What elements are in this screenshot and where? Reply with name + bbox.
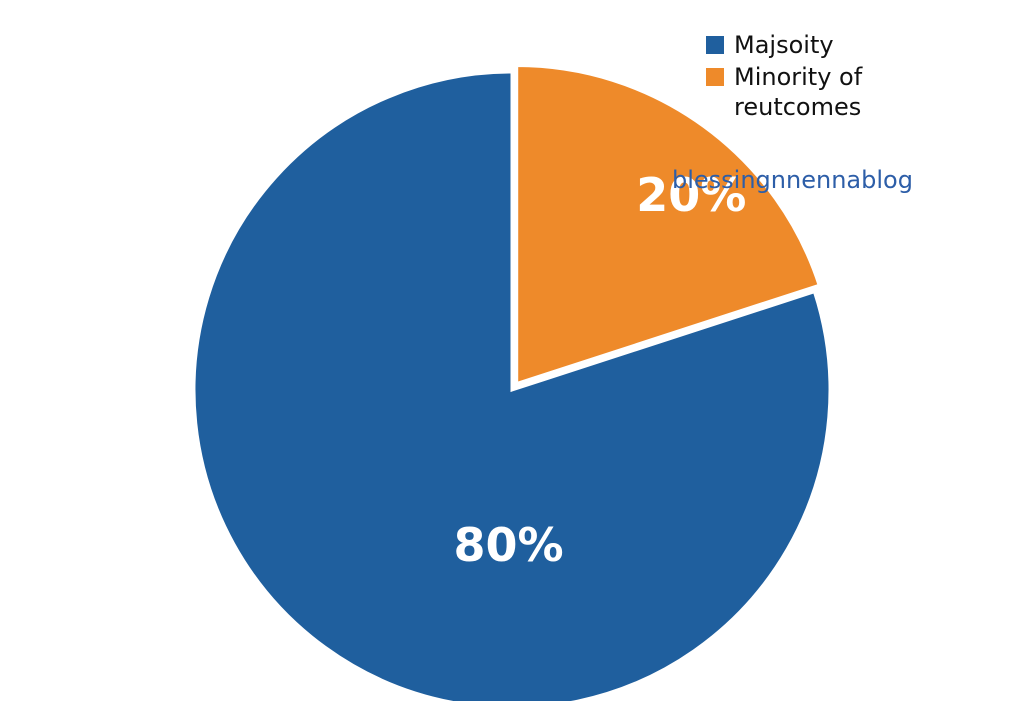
legend-item: Minority of reutcomes <box>706 62 884 122</box>
legend-item: Majsoity <box>706 30 884 60</box>
slice-label: 80% <box>453 518 563 572</box>
pie-slice <box>515 64 822 386</box>
watermark: blessingnnennablog <box>672 166 913 194</box>
pie-slice <box>192 70 832 701</box>
slice-label: 20% <box>636 168 746 222</box>
legend-swatch <box>706 68 724 86</box>
legend-label: Majsoity <box>734 31 834 59</box>
legend-swatch <box>706 36 724 54</box>
legend-label: Minority of reutcomes <box>734 63 863 121</box>
legend: Majsoity Minority of reutcomes <box>706 30 884 124</box>
